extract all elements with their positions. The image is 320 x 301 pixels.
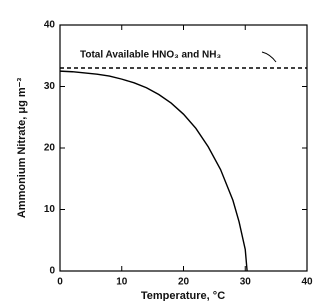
annotation: Total Available HNO₃ and NH₃: [80, 50, 221, 61]
plot-frame: [59, 24, 308, 272]
y-tick-label: 40: [44, 20, 56, 31]
x-tick-label: 30: [240, 277, 252, 288]
y-tick-label: 20: [44, 143, 56, 154]
y-axis-title: Ammonium Nitrate, μg m⁻³: [16, 78, 28, 219]
chart: Temperature, °C Ammonium Nitrate, μg m⁻³…: [16, 20, 313, 301]
data-line: [59, 70, 248, 272]
y-tick-label: 10: [44, 204, 56, 215]
y-tick-label: 0: [49, 266, 55, 277]
annotation-leader: [261, 51, 277, 63]
y-tick-label: 30: [44, 81, 56, 92]
x-tick-label: 0: [57, 277, 63, 288]
x-tick-label: 10: [116, 277, 128, 288]
x-tick-label: 40: [301, 277, 313, 288]
x-axis-title: Temperature, °C: [141, 290, 225, 301]
x-tick-label: 20: [178, 277, 190, 288]
